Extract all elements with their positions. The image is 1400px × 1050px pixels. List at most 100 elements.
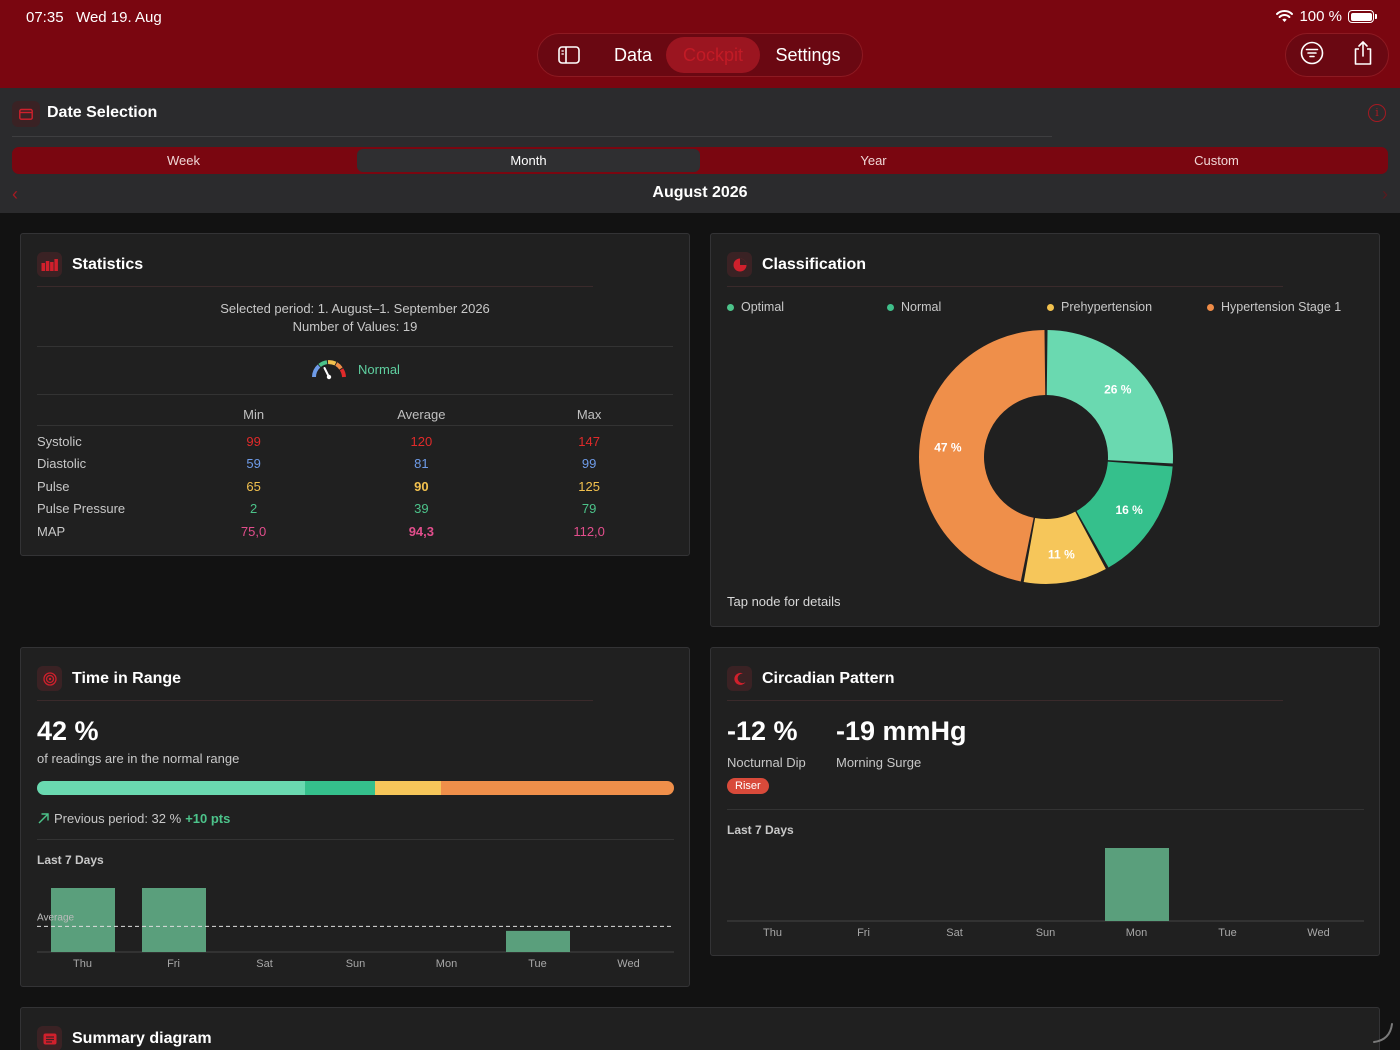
pie-chart-icon — [727, 252, 752, 277]
row-label: Diastolic — [37, 456, 87, 472]
day-label: Thu — [73, 958, 92, 970]
delta-value: +10 pts — [185, 811, 231, 826]
moon-icon — [727, 666, 752, 691]
segment-custom[interactable]: Custom — [1194, 153, 1239, 168]
day-bar[interactable] — [506, 930, 570, 952]
cell-min: 99 — [246, 433, 261, 449]
main-navigation: Data Cockpit Settings — [537, 33, 863, 77]
battery-icon — [1348, 10, 1377, 23]
circadian-pattern-card: Circadian Pattern -12 % Nocturnal Dip -1… — [710, 647, 1380, 956]
cell-min: 59 — [246, 456, 261, 472]
day-label: Sun — [1036, 927, 1056, 939]
pattern-badge: Riser — [727, 778, 769, 794]
day-label: Fri — [857, 927, 870, 939]
previous-period-chevron-icon[interactable]: ‹ — [12, 184, 18, 204]
calendar-icon — [12, 101, 40, 127]
classification-title: Classification — [762, 255, 867, 273]
period-segmented-control: Week Month Year Custom — [12, 147, 1388, 174]
table-row-pulse-pressure: Pulse Pressure 2 39 79 — [37, 498, 673, 521]
cell-max: 125 — [578, 478, 600, 494]
day-label: Tue — [1218, 927, 1237, 939]
tab-cockpit[interactable]: Cockpit — [666, 37, 760, 73]
table-header: Min Average Max — [37, 404, 673, 426]
cell-max: 147 — [578, 433, 600, 449]
cell-min: 75,0 — [240, 523, 267, 539]
day-label: Wed — [617, 958, 639, 970]
trend-up-arrow-icon — [38, 813, 49, 824]
tap-hint: Tap node for details — [727, 594, 841, 609]
legend-item-hypertension-stage-1: Hypertension Stage 1 — [1207, 300, 1367, 314]
classification-card: Classification Optimal Normal Prehyperte… — [710, 233, 1380, 627]
slice-label: 47 % — [934, 441, 962, 455]
sidebar-toggle-button[interactable] — [538, 33, 600, 77]
category-label: Normal — [358, 361, 400, 377]
table-row-map: MAP 75,0 94,3 112,0 — [37, 520, 673, 543]
donut-slice[interactable] — [1046, 330, 1173, 464]
row-label: Pulse Pressure — [37, 501, 126, 517]
morning-surge-value: -19 mmHg — [836, 716, 967, 746]
tab-data[interactable]: Data — [613, 45, 653, 65]
legend-label: Hypertension Stage 1 — [1221, 300, 1342, 314]
divider — [12, 136, 1052, 137]
summary-diagram-card: Summary diagram — [20, 1007, 1380, 1050]
time-in-range-subtitle: of readings are in the normal range — [37, 751, 240, 766]
legend-label: Normal — [901, 300, 942, 314]
category-indicator: Normal — [21, 358, 689, 380]
slice-label: 11 % — [1048, 547, 1075, 561]
cell-average: 81 — [414, 456, 429, 472]
share-button[interactable] — [1352, 40, 1374, 71]
slice-label: 16 % — [1115, 503, 1143, 517]
range-segment-optimal — [37, 781, 305, 795]
donut-slice[interactable] — [1076, 461, 1173, 568]
day-label: Sat — [946, 927, 963, 939]
time-in-range-value: 42 % — [37, 716, 99, 746]
circadian-pattern-title: Circadian Pattern — [762, 669, 895, 687]
nocturnal-dip-label: Nocturnal Dip — [727, 755, 806, 770]
day-label: Tue — [528, 958, 547, 970]
clock: 07:35 — [26, 9, 64, 26]
divider — [37, 286, 593, 287]
statistics-title: Statistics — [72, 255, 144, 273]
segment-month[interactable]: Month — [357, 149, 700, 172]
column-average: Average — [397, 407, 446, 422]
segment-year[interactable]: Year — [860, 153, 887, 168]
next-period-chevron-icon[interactable]: › — [1382, 184, 1388, 204]
statistics-table: Min Average Max Systolic 99 120 147 Dias… — [37, 404, 673, 543]
resize-handle-icon[interactable] — [1370, 1020, 1396, 1046]
tab-settings[interactable]: Settings — [775, 45, 841, 65]
table-row-pulse: Pulse 65 90 125 — [37, 475, 673, 498]
divider — [727, 286, 1283, 287]
range-segment-prehypertension — [374, 781, 442, 795]
summary-diagram-title: Summary diagram — [72, 1029, 212, 1047]
morning-surge-label: Morning Surge — [836, 755, 922, 770]
cell-max: 79 — [581, 501, 597, 517]
cell-min: 65 — [246, 478, 261, 494]
legend-label: Optimal — [741, 300, 785, 314]
previous-period-label: Previous period: 32 % — [54, 811, 182, 826]
column-min: Min — [243, 407, 265, 422]
filter-button[interactable] — [1300, 41, 1324, 70]
divider — [727, 700, 1283, 701]
range-distribution-bar — [37, 781, 674, 795]
list-chart-icon — [37, 1026, 62, 1050]
divider — [37, 700, 593, 701]
column-max: Max — [576, 407, 602, 422]
day-bar[interactable] — [142, 888, 206, 952]
selected-period-info: Selected period: 1. August–1. September … — [21, 300, 689, 336]
time-in-range-title: Time in Range — [72, 669, 182, 687]
share-icon — [1354, 40, 1372, 65]
divider — [37, 839, 674, 840]
donut-slice[interactable] — [919, 330, 1046, 582]
day-bar[interactable] — [1105, 848, 1169, 921]
classification-legend: Optimal Normal Prehypertension Hypertens… — [727, 300, 1367, 314]
info-icon[interactable]: i — [1368, 104, 1386, 122]
status-indicators: 100 % — [1276, 8, 1377, 25]
average-label: Average — [37, 912, 75, 923]
donut-slice[interactable] — [1023, 511, 1106, 584]
day-bar[interactable] — [51, 888, 115, 952]
nocturnal-dip-value: -12 % — [727, 716, 798, 746]
circadian-bar-chart: Thu Fri Sat Sun Mon Tue Wed — [727, 848, 1364, 939]
segment-week[interactable]: Week — [167, 153, 200, 168]
classification-donut-chart: 26 % 16 % 11 % 47 % — [919, 330, 1173, 584]
cell-average: 94,3 — [408, 523, 434, 539]
